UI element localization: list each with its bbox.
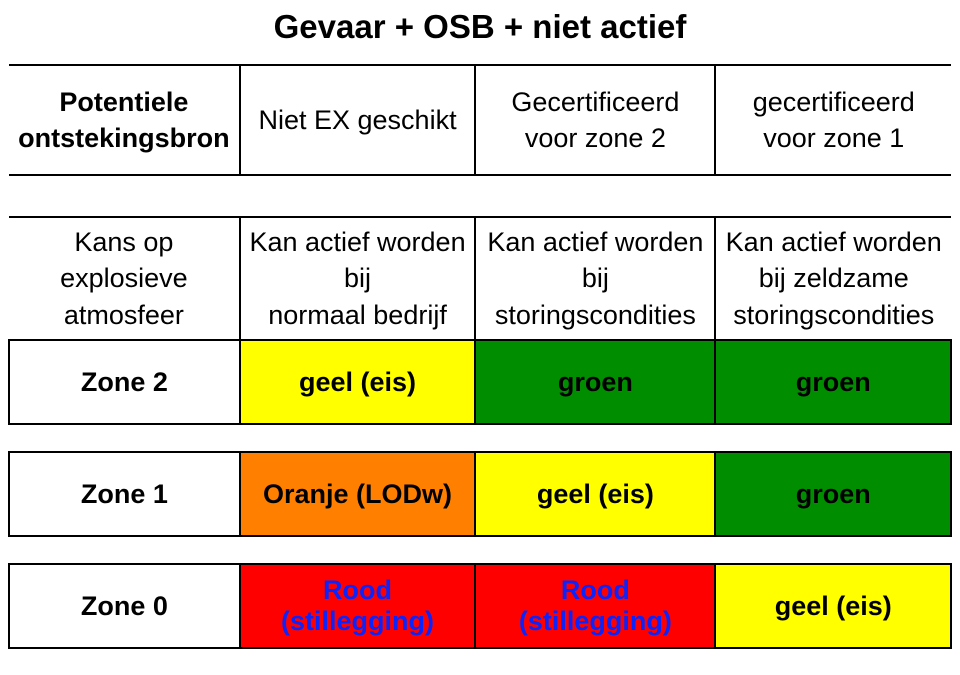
header-c1: Niet EX geschikt: [240, 65, 476, 175]
risk-matrix-table: Potentiele ontstekingsbron Niet EX gesch…: [8, 64, 952, 649]
table-row: Zone 2 geel (eis) groen groen: [9, 340, 951, 424]
cond-c0-l1: Kans op: [17, 224, 231, 260]
cell-z2-c3: groen: [715, 340, 951, 424]
cell-z1-c3: groen: [715, 452, 951, 536]
cell-z1-c1: Oranje (LODw): [240, 452, 476, 536]
cell-z2-c2: groen: [475, 340, 715, 424]
cond-c2-l1: Kan actief worden bij: [484, 224, 706, 297]
cond-c0: Kans op explosieve atmosfeer: [9, 217, 240, 340]
header-c2-text: Gecertificeerd voor zone 2: [484, 84, 706, 157]
zone-label: Zone 2: [9, 340, 240, 424]
cond-c3: Kan actief worden bij zeldzame storingsc…: [715, 217, 951, 340]
zone-label: Zone 0: [9, 564, 240, 648]
cond-c0-l2: explosieve atmosfeer: [17, 260, 231, 333]
cell-z2-c1: geel (eis): [240, 340, 476, 424]
header-row: Potentiele ontstekingsbron Niet EX gesch…: [9, 65, 951, 175]
table-row: Zone 1 Oranje (LODw) geel (eis) groen: [9, 452, 951, 536]
header-c3-text: gecertificeerd voor zone 1: [724, 84, 943, 157]
zone-label: Zone 1: [9, 452, 240, 536]
cond-c3-l1: Kan actief worden bij zeldzame: [724, 224, 943, 297]
cond-c3-l2: storingscondities: [724, 297, 943, 333]
cell-z0-c2: Rood (stillegging): [475, 564, 715, 648]
header-c0-l2: ontstekingsbron: [17, 120, 231, 156]
spacer-row: [9, 536, 951, 564]
condition-row: Kans op explosieve atmosfeer Kan actief …: [9, 217, 951, 340]
header-c0-l1: Potentiele: [17, 84, 231, 120]
cond-c1: Kan actief worden bij normaal bedrijf: [240, 217, 476, 340]
cond-c2-l2: storingscondities: [484, 297, 706, 333]
header-c0: Potentiele ontstekingsbron: [9, 65, 240, 175]
cond-c2: Kan actief worden bij storingscondities: [475, 217, 715, 340]
cond-c1-l1: Kan actief worden bij: [249, 224, 467, 297]
cell-z0-c1: Rood (stillegging): [240, 564, 476, 648]
table-row: Zone 0 Rood (stillegging) Rood (stillegg…: [9, 564, 951, 648]
spacer-row: [9, 175, 951, 217]
header-c3: gecertificeerd voor zone 1: [715, 65, 951, 175]
page-title: Gevaar + OSB + niet actief: [8, 8, 952, 46]
cell-z1-c2: geel (eis): [475, 452, 715, 536]
cond-c1-l2: normaal bedrijf: [249, 297, 467, 333]
spacer-row: [9, 424, 951, 452]
header-c2: Gecertificeerd voor zone 2: [475, 65, 715, 175]
header-c1-text: Niet EX geschikt: [249, 102, 467, 138]
cell-z0-c3: geel (eis): [715, 564, 951, 648]
